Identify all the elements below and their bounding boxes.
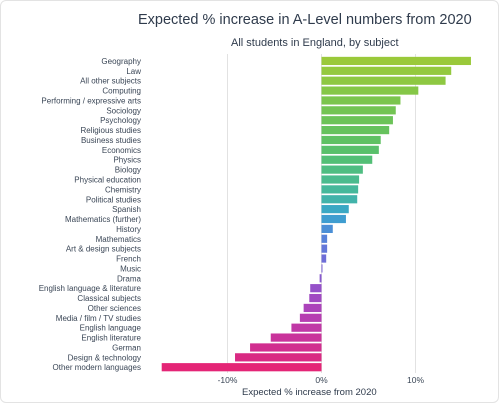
x-tick-label: 0%: [315, 375, 328, 385]
category-label: Physical education: [74, 176, 141, 185]
bar: [250, 343, 322, 352]
bar: [321, 56, 471, 66]
bar: [321, 76, 446, 85]
category-label: Other modern languages: [53, 363, 142, 372]
category-label: Mathematics: [96, 235, 141, 244]
category-label: Biology: [115, 166, 141, 175]
category-label: English language & literature: [39, 284, 142, 293]
bar: [321, 214, 346, 224]
category-label: Geography: [101, 57, 141, 66]
bar: [299, 313, 322, 322]
bar: [321, 185, 359, 194]
bar: [321, 195, 358, 204]
category-label: German: [112, 343, 141, 352]
category-label: Chemistry: [105, 185, 141, 194]
category-label: French: [116, 255, 141, 264]
x-axis-label: Expected % increase from 2020: [242, 387, 377, 398]
bar: [310, 284, 322, 293]
bar: [321, 165, 363, 174]
category-label: Psychology: [100, 116, 141, 125]
bar: [321, 86, 419, 95]
bar: [321, 116, 393, 125]
category-label: All other subjects: [80, 77, 141, 86]
bar: [161, 363, 322, 372]
category-label: Political studies: [86, 195, 141, 204]
bar: [321, 66, 452, 75]
bar: [270, 333, 322, 342]
bar: [321, 106, 396, 115]
bar: [309, 293, 322, 303]
category-label: Spanish: [112, 205, 141, 214]
bar: [321, 244, 328, 253]
chart-subtitle: All students in England, by subject: [231, 37, 399, 49]
bar: [321, 234, 328, 243]
category-label: Sociology: [106, 106, 141, 115]
bar: [321, 155, 373, 164]
bar: [235, 353, 322, 362]
category-label: Design & technology: [68, 353, 141, 362]
x-tick-label: -10%: [218, 375, 238, 385]
category-label: Computing: [102, 87, 141, 96]
bar: [321, 224, 333, 233]
bar: [321, 126, 390, 135]
bar: [321, 254, 327, 263]
bars: [161, 56, 471, 372]
category-label: Law: [126, 67, 141, 76]
bar: [303, 303, 322, 313]
category-label: Performing / expressive arts: [41, 96, 141, 105]
bar: [321, 264, 323, 273]
category-label: English language: [80, 324, 142, 333]
category-label: History: [116, 225, 141, 234]
category-label: Other sciences: [88, 304, 141, 313]
category-label: Music: [120, 264, 141, 273]
bar: [321, 145, 379, 154]
bar: [321, 96, 401, 105]
category-label: Business studies: [81, 136, 141, 145]
category-label: Media / film / TV studies: [56, 314, 141, 323]
x-tick-label: 10%: [407, 375, 424, 385]
bar: [319, 274, 322, 283]
category-label: Mathematics (further): [65, 215, 141, 224]
category-label: Classical subjects: [77, 294, 141, 303]
category-label: Art & design subjects: [66, 245, 141, 254]
category-label: Physics: [113, 156, 141, 165]
bar: [321, 205, 349, 214]
chart-title: Expected % increase in A-Level numbers f…: [138, 12, 472, 28]
bar: [291, 323, 322, 332]
category-label: Drama: [117, 274, 142, 283]
bar: [321, 175, 360, 184]
bar: [321, 135, 381, 145]
category-label: English literature: [81, 334, 141, 343]
category-label: Economics: [102, 146, 141, 155]
x-tick-labels: -10% 0% 10%: [218, 375, 425, 385]
category-label: Religious studies: [81, 126, 141, 135]
